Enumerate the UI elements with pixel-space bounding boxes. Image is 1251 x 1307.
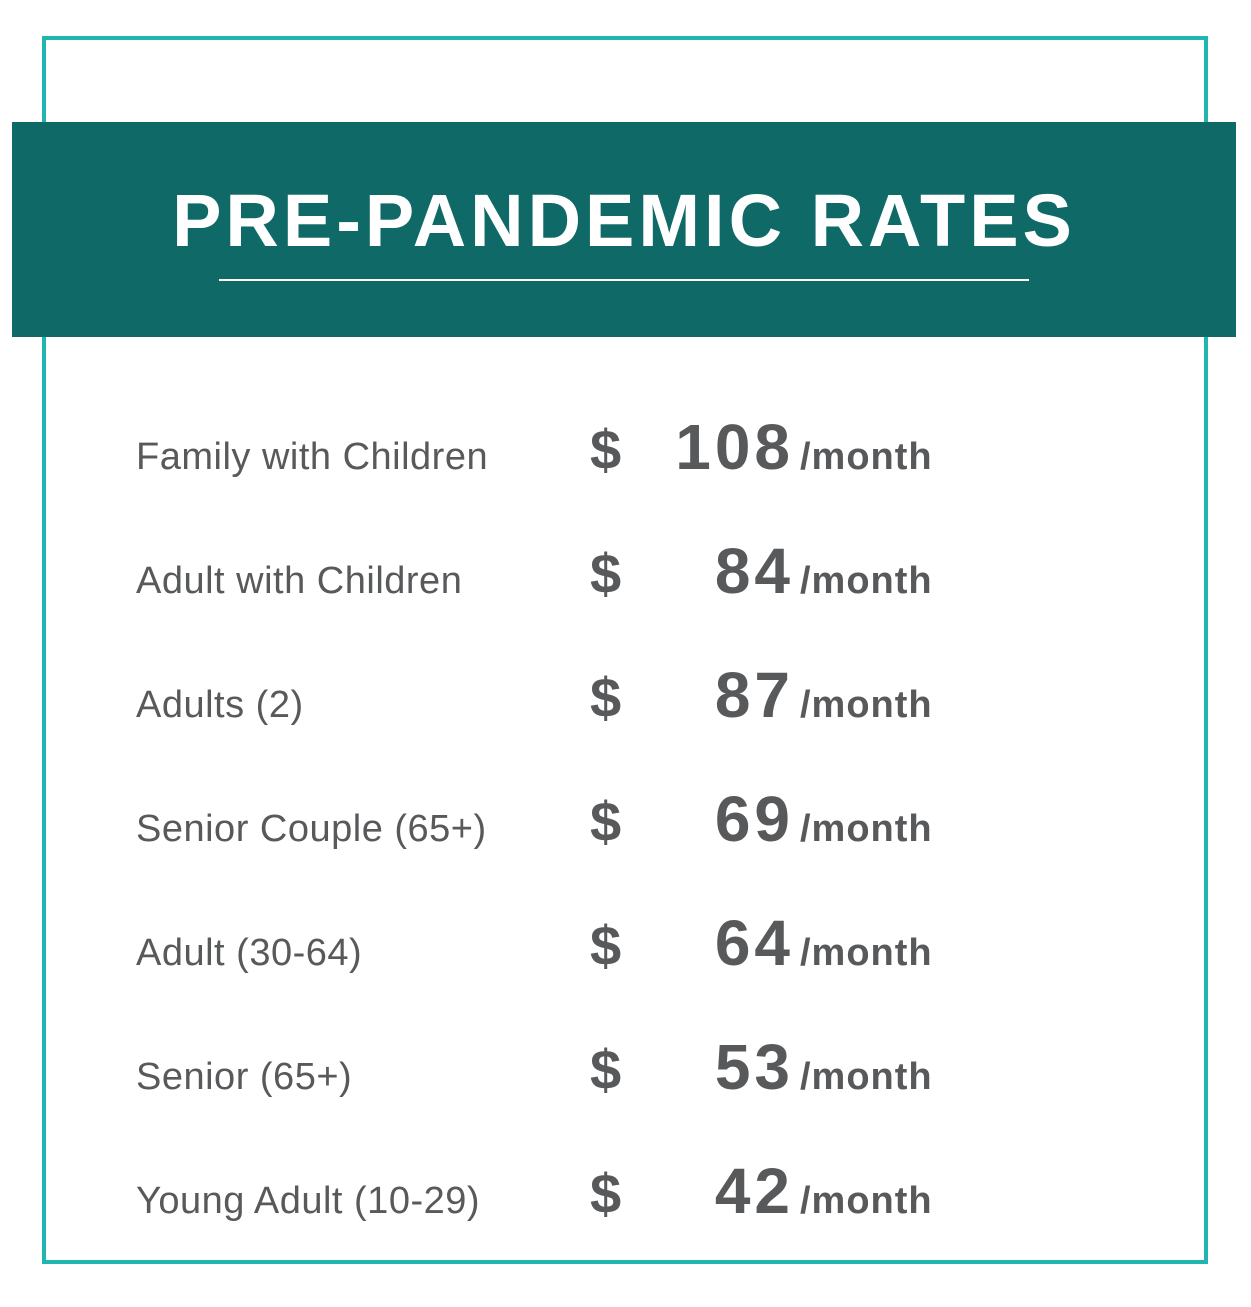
title-banner: PRE-PANDEMIC RATES bbox=[12, 122, 1236, 337]
currency-symbol: $ bbox=[590, 789, 646, 854]
rate-price: $ 42 /month bbox=[590, 1154, 933, 1228]
rate-suffix: /month bbox=[800, 436, 933, 479]
rate-amount: 69 bbox=[646, 782, 794, 856]
currency-symbol: $ bbox=[590, 665, 646, 730]
rate-suffix: /month bbox=[800, 684, 933, 727]
rate-price: $ 108 /month bbox=[590, 410, 933, 484]
rate-label: Adult (30-64) bbox=[136, 932, 590, 975]
rate-price: $ 87 /month bbox=[590, 658, 933, 732]
rate-price: $ 84 /month bbox=[590, 534, 933, 608]
rate-suffix: /month bbox=[800, 560, 933, 603]
rate-label: Senior Couple (65+) bbox=[136, 808, 590, 851]
rate-amount: 53 bbox=[646, 1030, 794, 1104]
currency-symbol: $ bbox=[590, 1037, 646, 1102]
rate-label: Senior (65+) bbox=[136, 1056, 590, 1099]
page-title: PRE-PANDEMIC RATES bbox=[172, 178, 1076, 263]
rate-suffix: /month bbox=[800, 1180, 933, 1223]
currency-symbol: $ bbox=[590, 1161, 646, 1226]
rate-price: $ 53 /month bbox=[590, 1030, 933, 1104]
currency-symbol: $ bbox=[590, 541, 646, 606]
table-row: Adults (2) $ 87 /month bbox=[136, 658, 1116, 726]
rate-label: Family with Children bbox=[136, 436, 590, 479]
rate-amount: 64 bbox=[646, 906, 794, 980]
rates-table: Family with Children $ 108 /month Adult … bbox=[136, 410, 1116, 1278]
rate-label: Adult with Children bbox=[136, 560, 590, 603]
rate-label: Adults (2) bbox=[136, 684, 590, 727]
table-row: Adult (30-64) $ 64 /month bbox=[136, 906, 1116, 974]
currency-symbol: $ bbox=[590, 913, 646, 978]
table-row: Family with Children $ 108 /month bbox=[136, 410, 1116, 478]
title-underline bbox=[219, 279, 1029, 281]
rate-suffix: /month bbox=[800, 1056, 933, 1099]
table-row: Senior (65+) $ 53 /month bbox=[136, 1030, 1116, 1098]
rate-suffix: /month bbox=[800, 932, 933, 975]
rate-amount: 87 bbox=[646, 658, 794, 732]
currency-symbol: $ bbox=[590, 417, 646, 482]
table-row: Senior Couple (65+) $ 69 /month bbox=[136, 782, 1116, 850]
table-row: Young Adult (10-29) $ 42 /month bbox=[136, 1154, 1116, 1222]
rate-amount: 42 bbox=[646, 1154, 794, 1228]
rate-amount: 84 bbox=[646, 534, 794, 608]
rate-price: $ 69 /month bbox=[590, 782, 933, 856]
rate-price: $ 64 /month bbox=[590, 906, 933, 980]
rate-label: Young Adult (10-29) bbox=[136, 1180, 590, 1223]
table-row: Adult with Children $ 84 /month bbox=[136, 534, 1116, 602]
rate-amount: 108 bbox=[646, 410, 794, 484]
rate-suffix: /month bbox=[800, 808, 933, 851]
